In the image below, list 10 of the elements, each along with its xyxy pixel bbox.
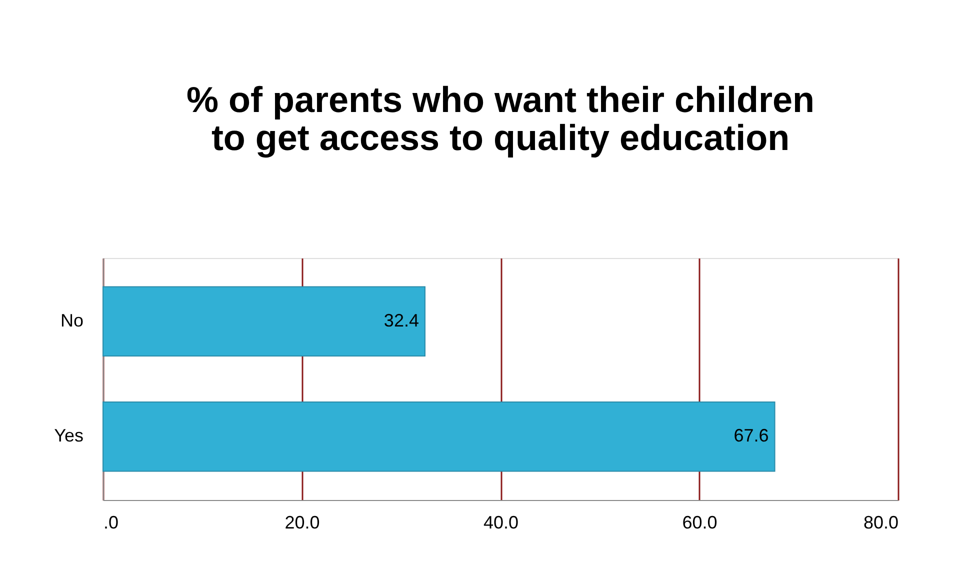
x-tick-label: .0: [104, 512, 119, 532]
x-tick-label: 80.0: [863, 512, 898, 532]
chart-title: % of parents who want their children to get access to quality education: [186, 79, 815, 158]
y-tick-label: No: [60, 310, 84, 330]
data-label: 67.6: [734, 426, 769, 446]
y-tick-label: Yes: [54, 426, 84, 446]
x-tick-label: 40.0: [483, 512, 519, 532]
x-tick-label: 60.0: [682, 512, 718, 532]
data-label: 32.4: [384, 310, 419, 330]
x-tick-label: 20.0: [284, 512, 320, 532]
